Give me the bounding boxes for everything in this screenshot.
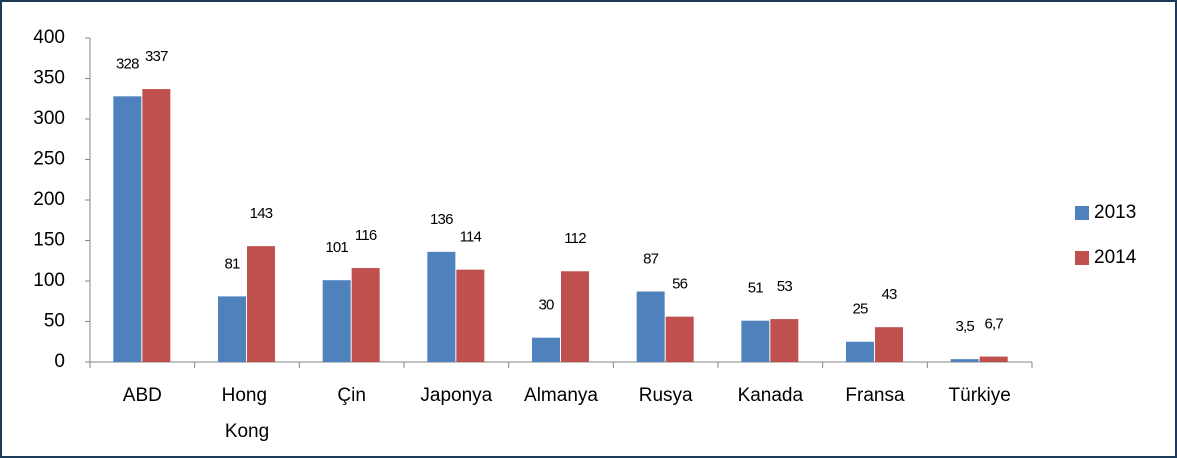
value-label: 56 — [672, 276, 688, 293]
legend-swatch — [1075, 206, 1089, 220]
value-label: 25 — [852, 301, 868, 318]
bar — [561, 271, 589, 362]
value-label: 30 — [538, 297, 554, 314]
bar — [456, 269, 485, 362]
value-label: 112 — [564, 230, 586, 247]
x-tick-label: Hong Kong — [222, 385, 273, 442]
y-tick-label: 50 — [44, 311, 65, 332]
bar — [770, 319, 799, 362]
value-label: 3,5 — [955, 318, 974, 335]
value-label: 136 — [430, 211, 453, 228]
bar — [950, 359, 979, 362]
y-tick-label: 250 — [33, 149, 65, 170]
y-tick-label: 100 — [33, 270, 65, 291]
bar — [741, 320, 770, 362]
bar — [247, 246, 275, 362]
bar — [979, 356, 1008, 362]
value-label: 87 — [643, 250, 659, 267]
value-label: 51 — [748, 280, 764, 297]
value-label: 116 — [355, 227, 377, 244]
value-label: 81 — [224, 255, 240, 272]
legend-label: 2013 — [1094, 202, 1136, 223]
y-tick-label: 200 — [33, 189, 65, 210]
value-label: 328 — [116, 55, 139, 72]
y-tick-label: 0 — [54, 351, 65, 372]
x-tick-label: Japonya — [420, 385, 492, 406]
x-tick-label: Çin — [337, 385, 366, 406]
bar — [427, 251, 456, 362]
bar — [875, 327, 903, 362]
bar — [636, 291, 665, 362]
value-label: 43 — [881, 286, 897, 303]
value-label: 53 — [777, 278, 793, 295]
x-tick-label: Kanada — [738, 385, 804, 406]
x-tick-label: ABD — [123, 385, 162, 406]
y-tick-label: 400 — [33, 27, 65, 48]
x-tick-label: Türkiye — [949, 385, 1011, 406]
bar — [532, 337, 560, 362]
bar — [218, 296, 246, 362]
bar — [322, 280, 351, 362]
bar — [142, 89, 171, 362]
bar — [113, 96, 142, 362]
x-tick-label: Rusya — [639, 385, 693, 406]
bar — [665, 316, 694, 362]
value-label: 143 — [250, 205, 273, 222]
x-tick-label: Almanya — [524, 385, 598, 406]
value-label: 6,7 — [984, 316, 1003, 333]
bar — [351, 268, 380, 362]
y-tick-label: 300 — [33, 108, 65, 129]
value-label: 114 — [460, 229, 482, 246]
x-tick-label: Fransa — [845, 385, 905, 406]
value-label: 337 — [145, 48, 168, 65]
legend-swatch — [1075, 251, 1089, 265]
y-tick-label: 350 — [33, 68, 65, 89]
legend-label: 2014 — [1094, 247, 1137, 268]
y-tick-label: 150 — [33, 230, 65, 251]
value-label: 101 — [325, 239, 348, 256]
bar — [846, 341, 874, 362]
